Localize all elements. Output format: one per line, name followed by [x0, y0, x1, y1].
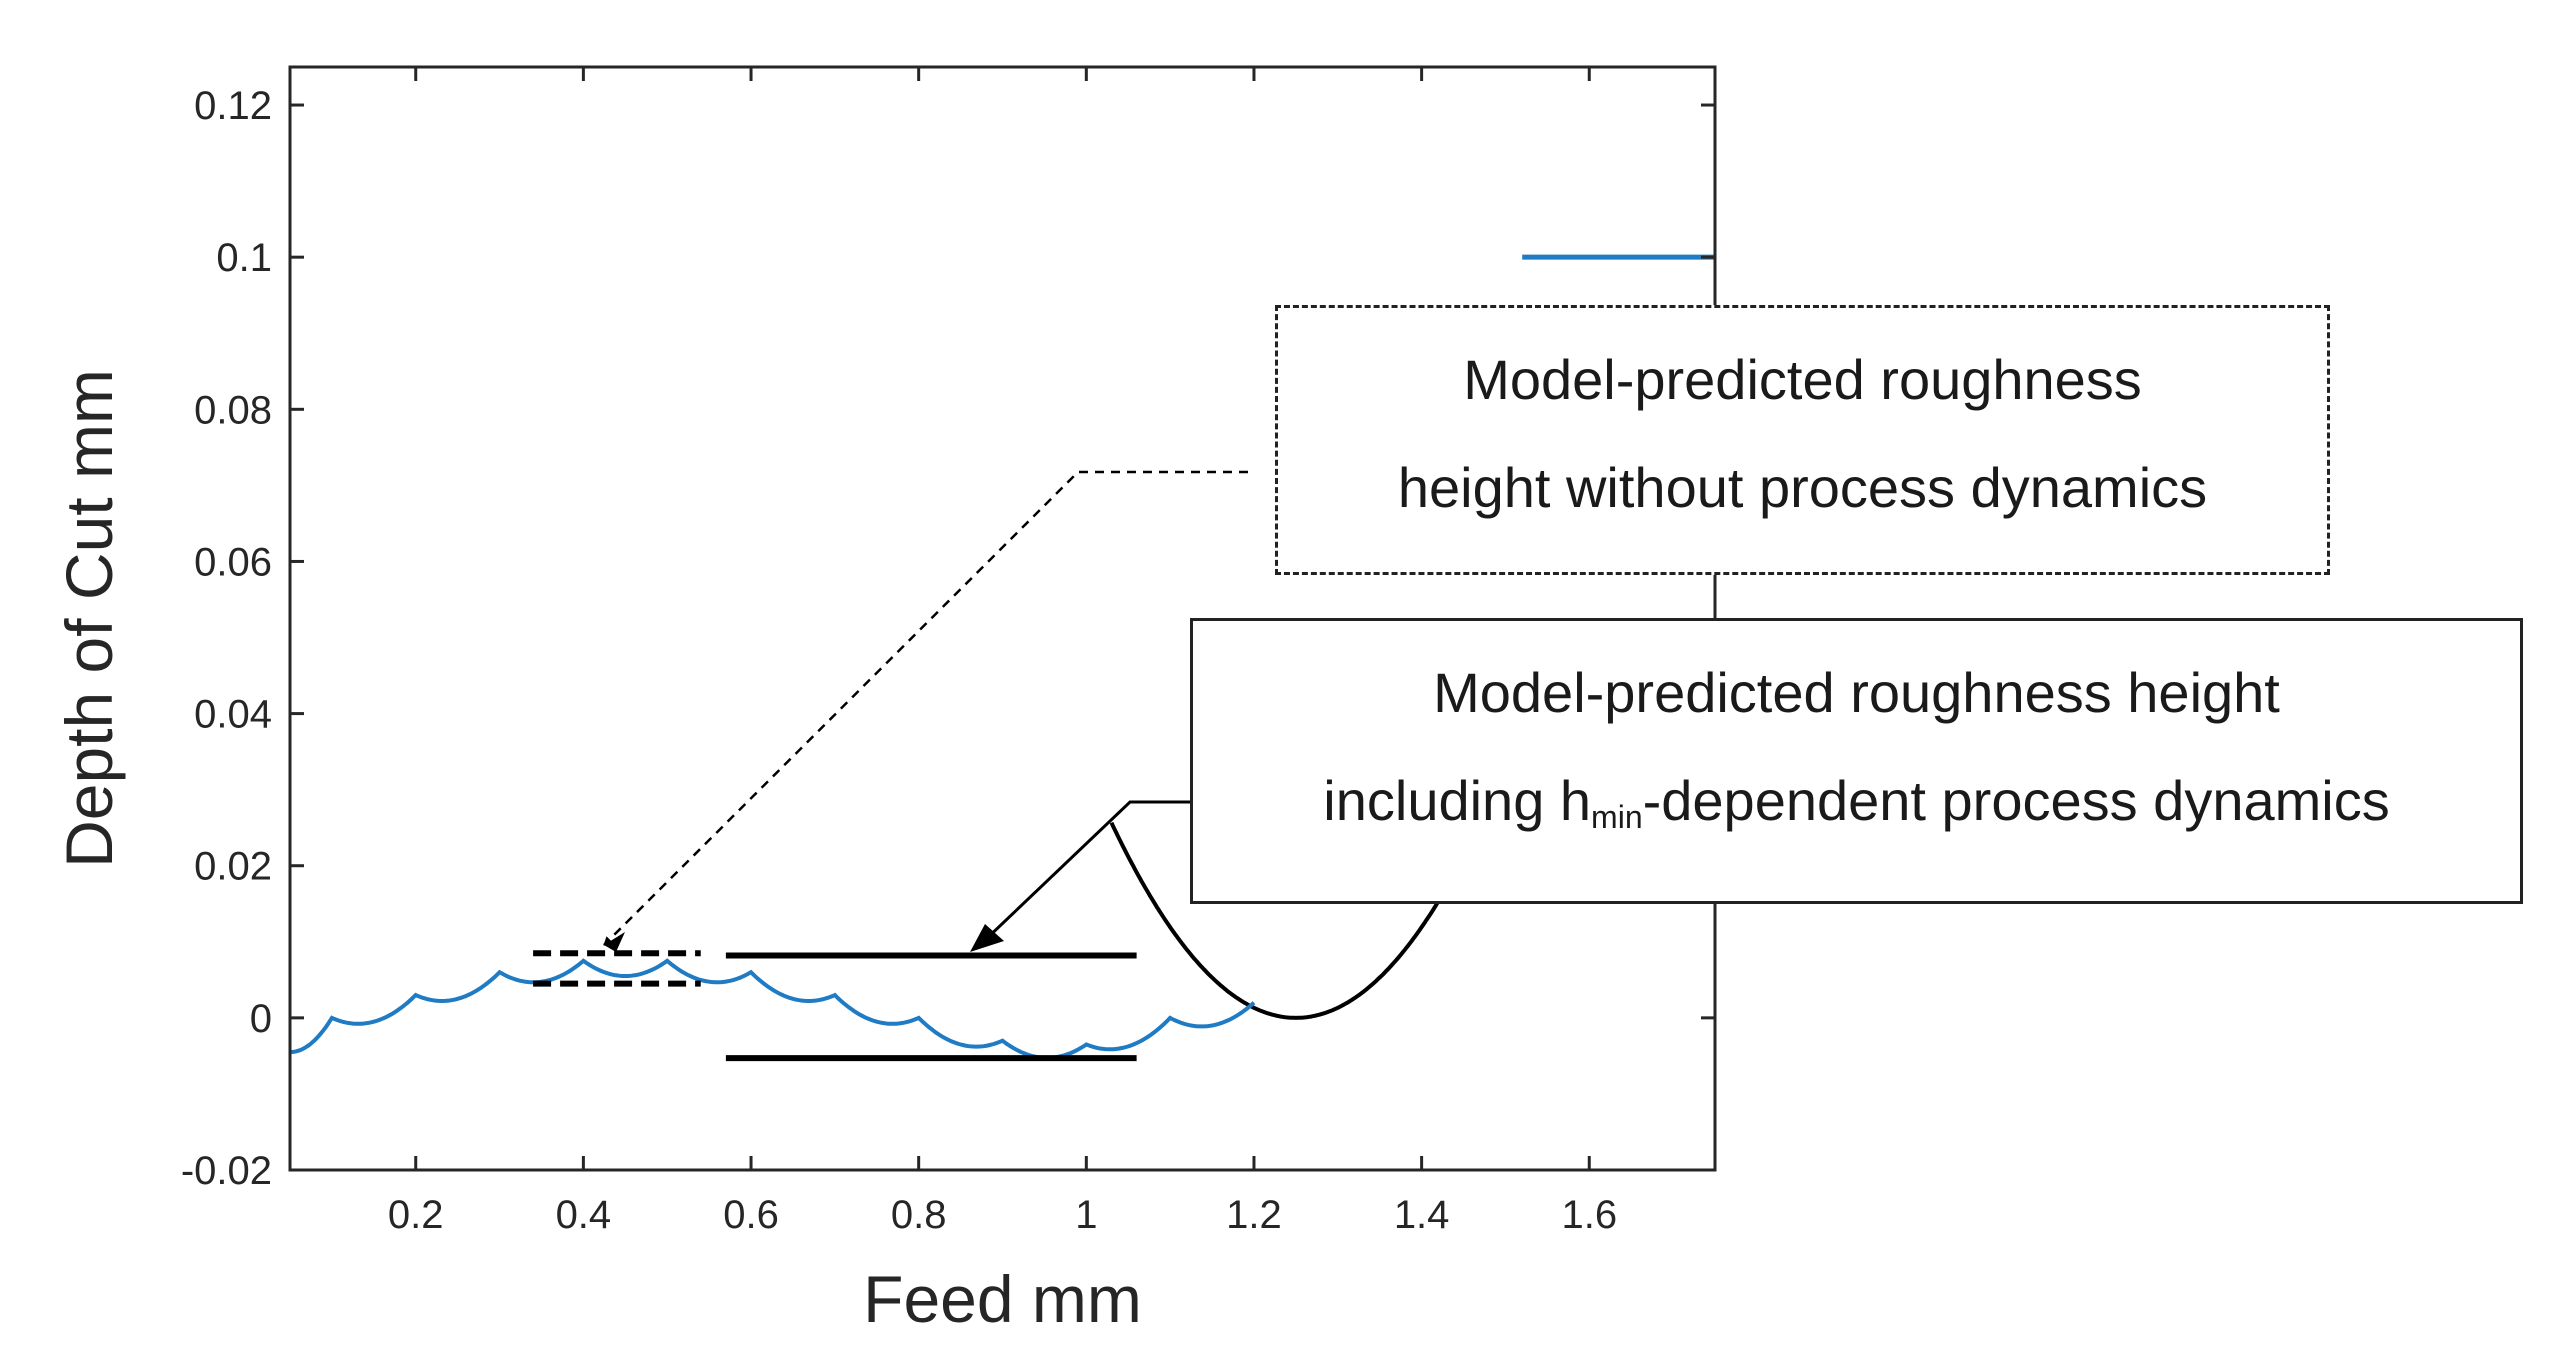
- x-tick-label: 0.8: [891, 1193, 947, 1237]
- callout-including-line1: Model-predicted roughness height: [1433, 661, 2280, 724]
- callout-including-dynamics: Model-predicted roughness height includi…: [1190, 618, 2523, 904]
- arrowhead-including: [970, 924, 1004, 952]
- x-tick-label: 1.4: [1394, 1193, 1450, 1237]
- callout-including-prefix: including h: [1323, 769, 1592, 832]
- x-tick-label: 1.6: [1561, 1193, 1617, 1237]
- leader-arrow-without: [603, 470, 1248, 946]
- x-tick-label: 1.2: [1226, 1193, 1282, 1237]
- tool-profile-line: [1109, 821, 1481, 1020]
- arrowhead-without: [604, 932, 625, 952]
- x-tick-label: 1: [1075, 1193, 1097, 1237]
- y-tick-label: 0.1: [216, 236, 272, 280]
- y-tick-label: 0.02: [194, 845, 272, 889]
- surface-profile-line: [290, 958, 1256, 1060]
- x-tick-label: 0.4: [556, 1193, 612, 1237]
- callout-including-suffix: -dependent process dynamics: [1642, 769, 2390, 832]
- x-tick-label: 0.6: [723, 1193, 779, 1237]
- x-axis-title: Feed mm: [863, 1262, 1142, 1336]
- leader-arrow-including: [980, 800, 1190, 945]
- y-tick-label: 0.12: [194, 84, 272, 128]
- x-tick-label: 0.2: [388, 1193, 444, 1237]
- callout-without-dynamics: Model-predicted roughness height without…: [1275, 305, 2330, 575]
- y-axis-title: Depth of Cut mm: [52, 369, 126, 868]
- callout-without-line1: Model-predicted roughness: [1463, 348, 2142, 411]
- y-tick-label: 0.08: [194, 388, 272, 432]
- y-tick-label: 0.04: [194, 693, 272, 737]
- y-tick-label: -0.02: [181, 1149, 272, 1193]
- y-tick-label: 0.06: [194, 540, 272, 584]
- callout-without-line2: height without process dynamics: [1397, 456, 2208, 519]
- callout-including-line2: including hmin-dependent process dynamic…: [1193, 747, 2520, 871]
- y-tick-label: 0: [250, 997, 272, 1041]
- callout-including-subscript: min: [1591, 799, 1643, 835]
